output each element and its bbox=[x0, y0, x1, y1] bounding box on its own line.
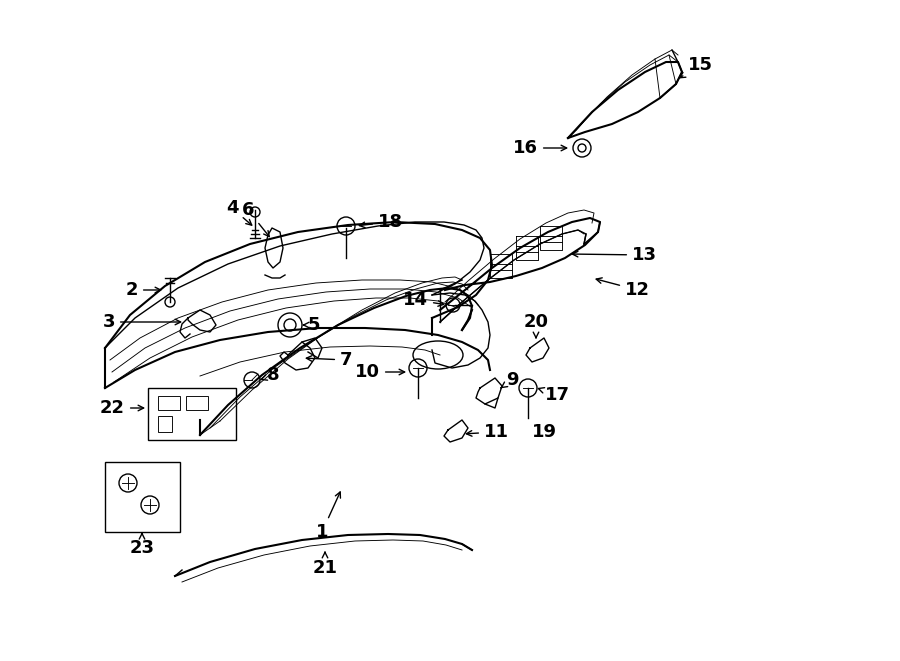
Text: 9: 9 bbox=[501, 371, 518, 389]
Text: 12: 12 bbox=[596, 278, 650, 299]
Text: 14: 14 bbox=[403, 291, 444, 309]
Text: 6: 6 bbox=[242, 201, 269, 237]
Bar bbox=[158, 396, 180, 410]
Text: 10: 10 bbox=[355, 363, 405, 381]
Text: 3: 3 bbox=[103, 313, 181, 331]
Text: 17: 17 bbox=[538, 386, 570, 404]
Text: 20: 20 bbox=[524, 313, 548, 338]
Text: 15: 15 bbox=[680, 56, 713, 78]
Text: 21: 21 bbox=[312, 553, 338, 577]
Text: 4: 4 bbox=[226, 199, 252, 225]
Text: 13: 13 bbox=[572, 246, 657, 264]
Text: 8: 8 bbox=[261, 366, 280, 384]
Text: 5: 5 bbox=[303, 316, 320, 334]
Text: 1: 1 bbox=[316, 492, 340, 541]
Bar bbox=[105, 462, 180, 532]
Bar bbox=[158, 416, 172, 432]
Text: 11: 11 bbox=[466, 423, 509, 441]
Bar bbox=[186, 396, 208, 410]
Text: 16: 16 bbox=[513, 139, 567, 157]
Text: 7: 7 bbox=[306, 351, 353, 369]
Text: 22: 22 bbox=[100, 399, 144, 417]
Text: 18: 18 bbox=[359, 213, 403, 231]
Text: 19: 19 bbox=[532, 423, 556, 441]
Text: 23: 23 bbox=[130, 533, 155, 557]
Text: 2: 2 bbox=[125, 281, 161, 299]
Bar bbox=[148, 388, 236, 440]
